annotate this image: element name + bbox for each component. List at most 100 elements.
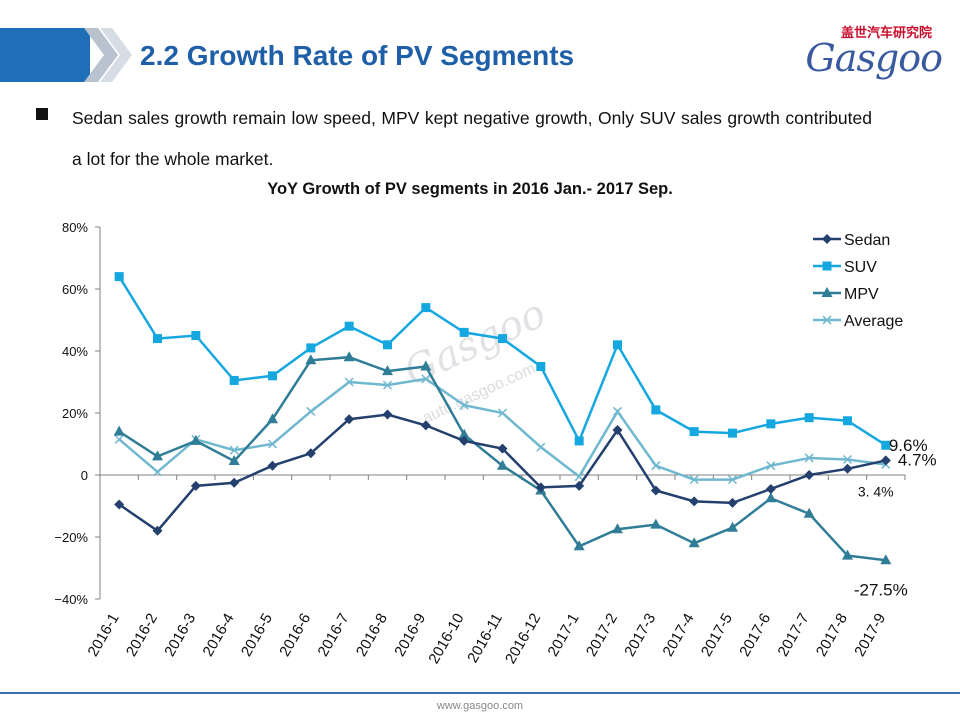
series-sedan-point — [497, 443, 508, 454]
series-mpv-point — [803, 507, 815, 518]
x-tick-label: 2016-9 — [391, 611, 429, 660]
title-panel — [90, 28, 665, 82]
bullet-text: Sedan sales growth remain low speed, MPV… — [72, 108, 872, 169]
y-tick-label: −40% — [54, 592, 88, 607]
series-sedan-point — [344, 414, 355, 425]
series-suv-point — [536, 362, 546, 371]
series-mpv-point — [497, 459, 508, 470]
series-mpv-point — [880, 554, 892, 565]
legend-average-marker — [822, 315, 832, 325]
series-sedan-point — [880, 455, 891, 466]
series-mpv-point — [573, 540, 585, 551]
series-mpv-point — [305, 354, 317, 365]
series-sedan-point — [459, 435, 470, 446]
series-mpv-point — [152, 450, 163, 461]
series-average-point — [612, 406, 623, 416]
series-sedan-point — [574, 480, 585, 491]
series-average-point — [804, 453, 814, 463]
y-tick-label: 0 — [81, 468, 88, 483]
annotation-sedan: 4.7% — [898, 450, 937, 469]
series-sedan-point — [305, 448, 316, 459]
series-mpv-point — [382, 365, 393, 376]
series-suv-point — [268, 371, 277, 381]
series-sedan-point — [267, 460, 278, 471]
chart-title: YoY Growth of PV segments in 2016 Jan.- … — [267, 180, 673, 198]
series-average-point — [766, 461, 776, 471]
series-average-point — [306, 406, 316, 416]
y-tick-label: 40% — [62, 344, 88, 359]
x-tick-label: 2016-2 — [123, 611, 161, 660]
series-mpv-point — [842, 549, 853, 560]
x-tick-label: 2017-5 — [698, 611, 736, 660]
x-tick-label: 2016-6 — [276, 611, 314, 660]
series-average-point — [689, 475, 699, 485]
series-sedan-point — [114, 499, 125, 510]
x-tick-label: 2016-8 — [353, 611, 391, 660]
x-tick-label: 2016-11 — [464, 611, 506, 666]
y-tick-label: −20% — [54, 530, 88, 545]
series-suv-point — [881, 440, 891, 450]
series-sedan-point — [612, 425, 623, 436]
series-sedan-point — [190, 480, 201, 491]
x-tick-label: 2016-3 — [161, 611, 199, 660]
line-chart: 80%60%40%20%0−20%−40%2016-1 2016-2 2016-3 2… — [54, 220, 937, 667]
x-tick-label: 2017-8 — [813, 611, 851, 660]
series-suv-point — [153, 334, 162, 344]
series-sedan-point — [535, 482, 546, 493]
annotation-suv: 9.6% — [889, 436, 928, 455]
series-sedan-point — [420, 420, 431, 431]
series-average-point — [114, 434, 124, 444]
series-average-point — [382, 380, 393, 390]
series-average-point — [497, 408, 508, 418]
series-suv-point — [459, 327, 469, 337]
series-suv-point — [804, 413, 814, 423]
series-mpv-point — [267, 413, 278, 424]
y-tick-label: 80% — [62, 220, 88, 235]
series-sedan-point — [842, 463, 853, 474]
series-mpv-point — [688, 537, 700, 548]
series-average-point — [574, 472, 584, 482]
y-tick-label: 20% — [62, 406, 88, 421]
series-suv-point — [229, 375, 239, 385]
series-mpv-point — [458, 428, 470, 439]
footer-divider — [0, 692, 960, 694]
x-tick-label: 2017-9 — [851, 611, 889, 660]
series-suv-point — [383, 340, 392, 350]
x-tick-label: 2017-2 — [583, 611, 621, 660]
x-tick-label: 2016-12 — [502, 611, 544, 667]
x-tick-label: 2016-5 — [238, 611, 276, 660]
logo-chinese-text: 盖世汽车研究院 — [840, 26, 932, 41]
chevron-decoration-icon — [84, 28, 132, 82]
x-tick-label: 2016-7 — [315, 611, 353, 660]
series-sedan-point — [650, 485, 661, 496]
series-suv-point — [689, 427, 699, 437]
series-average-point — [651, 461, 661, 471]
series-suv-point — [613, 340, 622, 350]
series-sedan-point — [765, 483, 776, 494]
series-suv-point — [766, 419, 776, 429]
legend-suv-label: SUV — [844, 259, 877, 276]
x-tick-label: 2016-1 — [85, 611, 123, 660]
legend-sedan-marker — [822, 234, 832, 244]
series-sedan-point — [689, 496, 700, 507]
series-mpv-point — [228, 455, 240, 466]
x-tick-label: 2016-4 — [200, 611, 238, 660]
series-suv-point — [421, 303, 431, 313]
legend-average-label: Average — [844, 313, 903, 330]
legend-sedan-label: Sedan — [844, 232, 890, 249]
series-mpv-point — [650, 518, 662, 529]
x-tick-label: 2017-6 — [736, 611, 774, 660]
series-mpv-point — [420, 360, 432, 371]
series-suv-point — [651, 405, 661, 415]
series-average-point — [459, 400, 469, 410]
series-sedan-point — [804, 470, 815, 480]
series-mpv-point — [343, 351, 355, 362]
x-tick-label: 2017-7 — [775, 611, 813, 660]
bullet-square-icon — [36, 108, 48, 120]
series-suv-point — [843, 416, 852, 426]
series-mpv-point — [612, 523, 623, 534]
series-average-point — [229, 445, 239, 455]
page-title: 2.2 Growth Rate of PV Segments — [140, 40, 575, 71]
annotation-mpv: -27.5% — [854, 580, 908, 599]
series-average-point — [536, 442, 546, 452]
